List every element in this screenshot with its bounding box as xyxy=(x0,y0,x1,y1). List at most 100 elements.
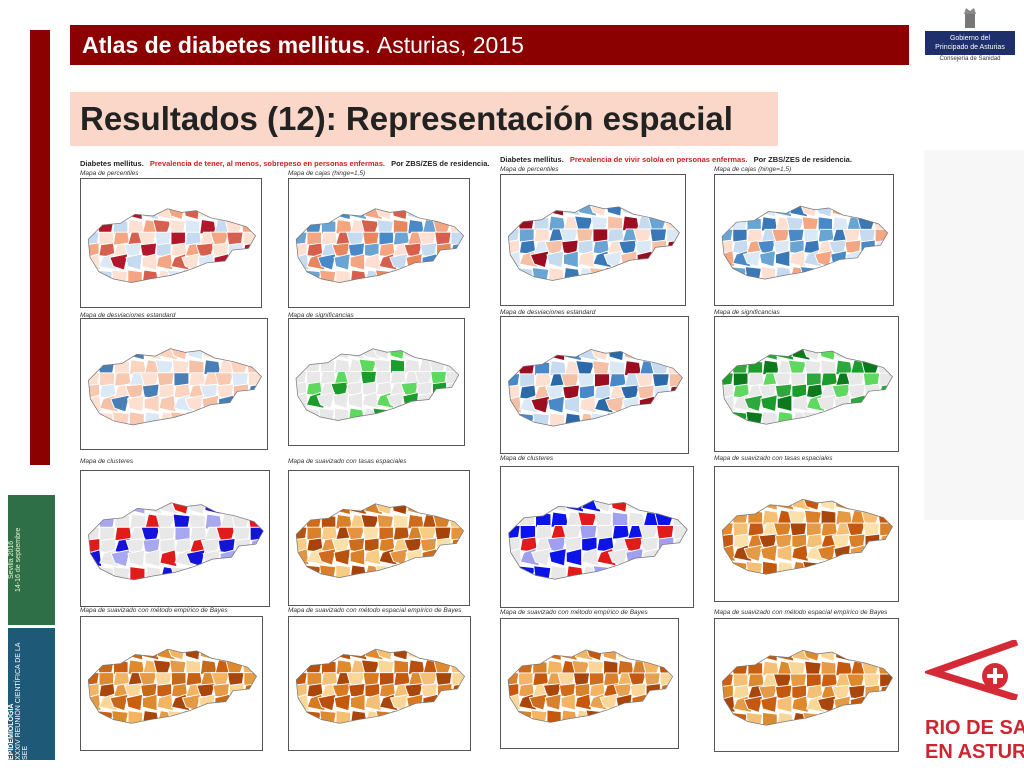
map-region xyxy=(296,649,312,661)
caption-clusteres-r: Mapa de clusteres xyxy=(500,455,554,462)
map-region xyxy=(445,381,459,397)
map-region xyxy=(532,721,548,723)
map-region xyxy=(417,348,435,360)
map-region xyxy=(515,205,535,217)
map-region xyxy=(623,425,642,427)
map-region xyxy=(302,208,322,221)
map-region xyxy=(187,566,206,580)
map-region xyxy=(319,208,337,221)
map-region xyxy=(671,578,688,580)
map-region xyxy=(745,499,764,511)
map-region xyxy=(565,578,587,580)
map-region xyxy=(393,722,409,724)
map-outline xyxy=(508,500,688,580)
map-region xyxy=(564,395,581,414)
map-region xyxy=(885,250,888,268)
map-region xyxy=(666,425,683,427)
map-region xyxy=(240,282,256,283)
map-region xyxy=(245,566,264,580)
map-region xyxy=(203,424,222,425)
map-region xyxy=(791,544,809,563)
map-region xyxy=(864,394,883,413)
map-region xyxy=(533,500,552,513)
map-region xyxy=(200,710,216,724)
map-region xyxy=(88,579,101,580)
map-outline xyxy=(88,502,264,581)
map-significancias-left xyxy=(288,318,465,446)
map-region xyxy=(575,425,596,427)
map-region xyxy=(638,412,657,427)
map-region xyxy=(860,206,880,218)
map-region xyxy=(129,579,148,580)
map-region xyxy=(534,425,551,427)
map-region xyxy=(260,348,262,361)
map-region xyxy=(228,710,249,724)
map-region xyxy=(244,348,262,361)
map-region xyxy=(249,549,264,568)
map-region xyxy=(141,253,158,271)
map-region xyxy=(374,503,394,516)
map-region xyxy=(258,723,262,736)
map-region xyxy=(451,682,465,699)
map-region xyxy=(265,527,269,540)
map-region xyxy=(891,650,893,662)
map-region xyxy=(860,423,881,425)
map-region xyxy=(856,278,876,280)
map-region xyxy=(530,649,548,662)
map-region xyxy=(436,693,455,712)
map-region xyxy=(653,578,675,580)
crown-emblem-icon xyxy=(964,8,976,28)
map-region xyxy=(228,682,245,699)
left-accent-bar xyxy=(30,30,50,465)
map-region xyxy=(722,573,734,575)
map-region xyxy=(304,722,323,724)
map-region xyxy=(565,547,583,567)
map-region xyxy=(535,578,552,580)
map-region xyxy=(232,394,251,413)
map-region xyxy=(776,499,795,511)
map-region xyxy=(789,250,807,268)
map-region xyxy=(879,695,893,714)
map-region xyxy=(245,502,264,515)
map-region xyxy=(531,547,552,567)
map-region xyxy=(319,269,337,283)
map-region xyxy=(111,269,129,283)
header-title-bold: Atlas de diabetes mellitus xyxy=(82,31,365,58)
map-region xyxy=(656,649,673,662)
map-region xyxy=(125,693,144,712)
map-region xyxy=(548,547,567,567)
map-region xyxy=(185,722,201,724)
map-region xyxy=(232,411,253,425)
map-region xyxy=(444,420,459,421)
map-region xyxy=(404,407,419,421)
map-region xyxy=(864,544,883,563)
map-region xyxy=(894,574,898,587)
map-region xyxy=(126,394,145,413)
map-region xyxy=(820,724,837,726)
map-region xyxy=(392,577,409,578)
map-region xyxy=(729,349,749,361)
map-region xyxy=(577,578,598,580)
map-region xyxy=(407,503,423,516)
map-region xyxy=(729,560,749,575)
header-title-rest: Asturias, 2015 xyxy=(376,31,524,58)
map-region xyxy=(141,269,159,283)
map-region xyxy=(776,544,793,563)
map-region xyxy=(890,544,893,563)
map-region xyxy=(607,280,623,281)
map-region xyxy=(407,282,425,283)
map-bayes-right xyxy=(500,618,679,749)
caption-cajas-r: Mapa de cajas (hinge=1,5) xyxy=(714,166,792,173)
map-region xyxy=(849,349,868,361)
map-suavizado-right xyxy=(714,466,899,602)
map-region xyxy=(247,383,262,400)
map-region xyxy=(820,423,837,425)
map-region xyxy=(849,423,870,425)
map-region xyxy=(802,349,822,361)
map-region xyxy=(743,695,764,714)
map-region xyxy=(304,282,322,283)
map-region xyxy=(260,549,264,568)
map-region xyxy=(673,536,688,553)
caption-bayes-esp-l: Mapa de suavizado con método espacial em… xyxy=(288,607,462,614)
map-region xyxy=(607,412,625,427)
